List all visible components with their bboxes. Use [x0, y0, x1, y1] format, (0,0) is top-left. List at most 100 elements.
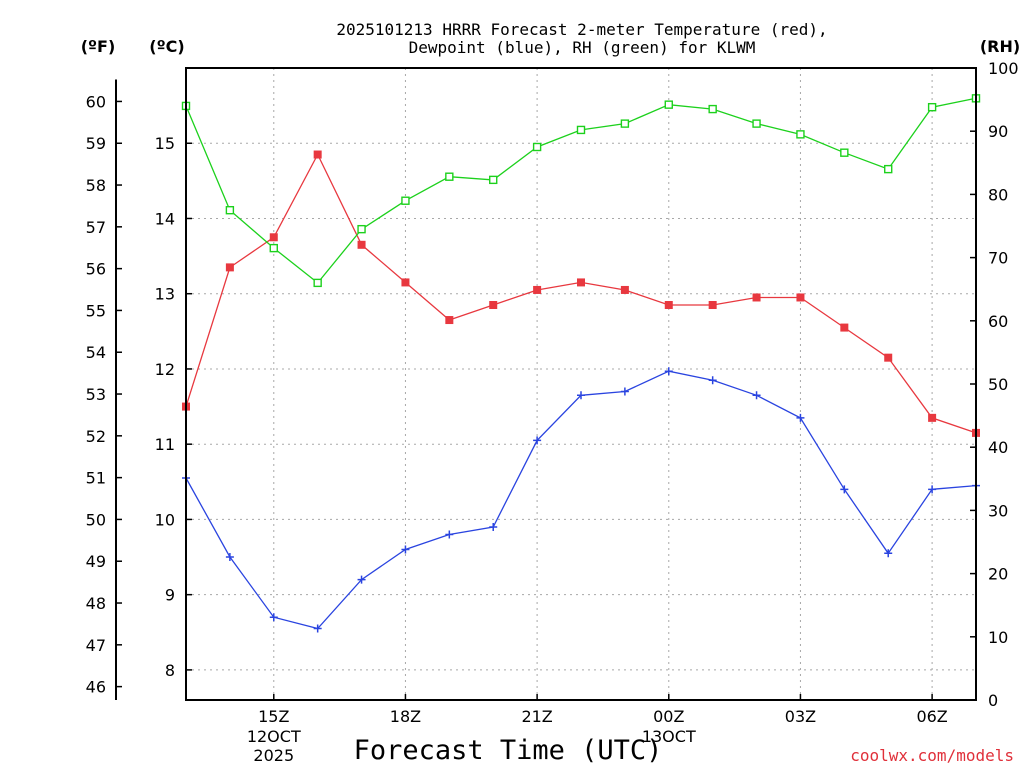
- rh-tick-label: 80: [988, 185, 1008, 204]
- temperature-point: [357, 240, 366, 249]
- temperature-point: [796, 293, 805, 302]
- dewpoint-series: [182, 367, 980, 633]
- celsius-axis-unit: (ºC): [149, 37, 184, 56]
- temperature-point: [840, 323, 849, 332]
- rh-point: [752, 119, 761, 128]
- time-tick-sublabel: 2025: [253, 746, 294, 765]
- credit-text: coolwx.com/models: [850, 746, 1014, 765]
- fahrenheit-tick-label: 51: [86, 469, 106, 488]
- rh-tick-label: 50: [988, 375, 1008, 394]
- fahrenheit-tick-label: 56: [86, 260, 106, 279]
- time-tick-label: 00Z: [653, 707, 684, 726]
- dewpoint-point: [489, 522, 498, 531]
- fahrenheit-tick-label: 50: [86, 510, 106, 529]
- rh-tick-label: 90: [988, 122, 1008, 141]
- celsius-tick-label: 11: [155, 435, 175, 454]
- rh-point: [489, 175, 498, 185]
- celsius-tick-label: 13: [155, 285, 175, 304]
- temperature-point: [533, 285, 542, 294]
- rh-tick-label: 70: [988, 249, 1008, 268]
- rh-point: [357, 224, 366, 234]
- celsius-tick-label: 12: [155, 360, 175, 379]
- x-axis-label: Forecast Time (UTC): [354, 735, 663, 766]
- temperature-point: [928, 413, 937, 422]
- dewpoint-point: [445, 530, 454, 539]
- fahrenheit-tick-label: 46: [86, 678, 106, 697]
- rh-point: [840, 148, 849, 157]
- chart-title-line-1: 2025101213 HRRR Forecast 2-meter Tempera…: [336, 20, 827, 39]
- rh-point: [708, 104, 717, 114]
- dewpoint-point: [313, 624, 322, 633]
- dewpoint-point: [884, 549, 893, 558]
- rh-point: [576, 125, 586, 135]
- time-tick-sublabel: 12OCT: [247, 727, 301, 746]
- data-series: [181, 94, 981, 633]
- rh-axis: 0 10 20 30 40 50 60 70 80 90 100: [970, 59, 1019, 710]
- celsius-axis: 8 9 10 11 12 13 14 15: [155, 134, 192, 680]
- temperature-point: [620, 285, 629, 294]
- temperature-point: [269, 233, 278, 242]
- fahrenheit-axis: 46 47 48 49 50 51 52 53 54 55 56 57 58 59 60: [86, 79, 122, 700]
- rh-tick-label: 0: [988, 691, 998, 710]
- rh-axis-unit: (RH): [980, 37, 1020, 56]
- dewpoint-line: [185, 370, 977, 630]
- temperature-point: [708, 301, 717, 309]
- temperature-point: [225, 263, 234, 272]
- rh-point: [532, 142, 542, 152]
- fahrenheit-tick-label: 58: [86, 176, 106, 195]
- fahrenheit-tick-label: 54: [86, 343, 106, 362]
- dewpoint-point: [708, 376, 717, 385]
- celsius-tick-label: 9: [165, 586, 175, 605]
- temperature-point: [313, 150, 322, 159]
- rh-point: [927, 102, 937, 112]
- temperature-point: [445, 316, 454, 325]
- temperature-point: [664, 301, 673, 309]
- temperature-point: [489, 301, 498, 309]
- dewpoint-point: [928, 485, 937, 494]
- temperature-point: [401, 278, 410, 287]
- celsius-tick-label: 8: [165, 661, 175, 680]
- dewpoint-point: [796, 413, 805, 422]
- dewpoint-point: [840, 485, 849, 494]
- rh-point: [664, 100, 673, 109]
- rh-point: [620, 119, 630, 128]
- dewpoint-point: [357, 575, 366, 584]
- chart-title-line-2: Dewpoint (blue), RH (green) for KLWM: [409, 38, 756, 57]
- temperature-line: [185, 153, 977, 434]
- fahrenheit-tick-label: 60: [86, 92, 106, 111]
- dewpoint-point: [401, 545, 410, 554]
- chart-title: 2025101213 HRRR Forecast 2-meter Tempera…: [336, 20, 827, 57]
- dewpoint-point: [577, 391, 585, 400]
- fahrenheit-tick-label: 59: [86, 134, 106, 153]
- time-tick-label: 15Z: [258, 707, 289, 726]
- fahrenheit-tick-label: 52: [86, 427, 106, 446]
- rh-point: [401, 196, 410, 205]
- fahrenheit-tick-label: 55: [86, 301, 106, 320]
- time-tick-label: 06Z: [916, 707, 947, 726]
- dewpoint-point: [664, 367, 673, 376]
- rh-tick-label: 10: [988, 628, 1008, 647]
- plot-frame: [185, 67, 977, 701]
- fahrenheit-tick-label: 48: [86, 594, 106, 613]
- dewpoint-point: [225, 553, 234, 562]
- fahrenheit-axis-unit: (ºF): [81, 37, 116, 56]
- temperature-point: [884, 353, 893, 362]
- fahrenheit-tick-label: 47: [86, 636, 106, 655]
- rh-point: [269, 243, 278, 253]
- dewpoint-point: [752, 391, 761, 400]
- temperature-point: [577, 278, 585, 287]
- dewpoint-point: [533, 436, 542, 445]
- rh-tick-label: 100: [988, 59, 1019, 78]
- time-tick-label: 18Z: [390, 707, 421, 726]
- time-tick-label: 03Z: [785, 707, 816, 726]
- time-tick-label: 21Z: [521, 707, 552, 726]
- fahrenheit-tick-label: 53: [86, 385, 106, 404]
- rh-tick-label: 30: [988, 501, 1008, 520]
- celsius-tick-label: 10: [155, 510, 175, 529]
- celsius-tick-label: 15: [155, 134, 175, 153]
- time-tick-sublabel: 13OCT: [642, 727, 696, 746]
- rh-point: [884, 164, 893, 174]
- rh-series: [181, 94, 981, 288]
